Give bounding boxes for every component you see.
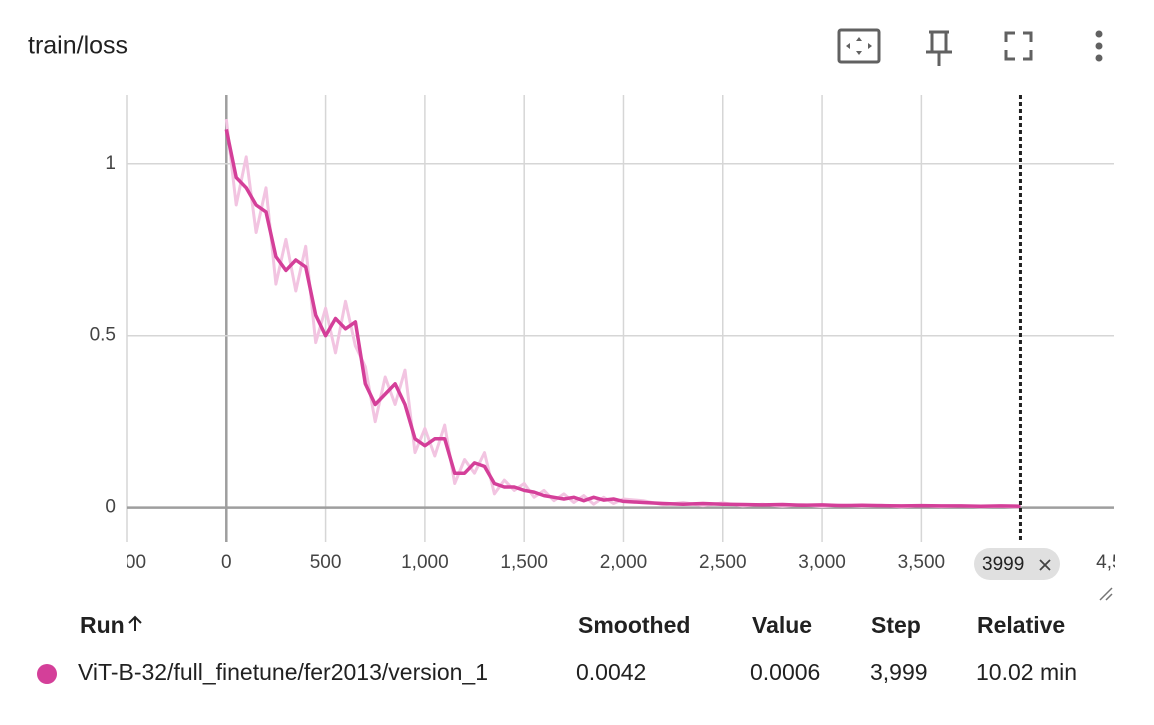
- x-tick-label: 4,500: [1096, 552, 1144, 573]
- x-tick-label: 500: [310, 552, 342, 573]
- chart-title: train/loss: [28, 32, 128, 60]
- cursor-chip[interactable]: 3999: [974, 548, 1060, 580]
- x-tick-label: 0: [221, 552, 232, 573]
- cell: 0.0006: [750, 659, 820, 685]
- plot: -500 0 500 1,000 1,500 2,000 2,500 3,000 3,500 4,…: [90, 95, 1144, 580]
- column-header[interactable]: Value: [752, 612, 812, 638]
- cell: 3,999: [870, 659, 928, 685]
- x-tick-label: 1,500: [500, 552, 548, 573]
- chip-background: [974, 548, 1060, 580]
- pin-button[interactable]: [926, 30, 952, 66]
- fit-domain-button[interactable]: [837, 28, 881, 64]
- column-header[interactable]: Smoothed: [578, 612, 690, 638]
- column-header[interactable]: Run: [80, 612, 125, 638]
- toolbar: [837, 28, 1103, 66]
- sort-arrow: [128, 615, 142, 631]
- fullscreen-button[interactable]: [1004, 31, 1033, 61]
- chip-close: [1039, 559, 1051, 571]
- column-header[interactable]: Relative: [977, 612, 1065, 638]
- x-tick-labels: -500 0 500 1,000 1,500 2,000 2,500 3,000 3,500 4,…: [108, 552, 1144, 573]
- x-tick-label: -500: [108, 552, 146, 573]
- y-tick-label: 1: [105, 153, 116, 174]
- run-name: ViT-B-32/full_finetune/fer2013/version_1: [78, 659, 488, 685]
- y-tick-label: 0: [105, 497, 116, 518]
- x-tick-label: 1,000: [401, 552, 449, 573]
- column-header[interactable]: Step: [871, 612, 921, 638]
- x-tick-label: 2,000: [600, 552, 648, 573]
- cell: 0.0042: [576, 659, 646, 685]
- x-tick-label: 3,000: [798, 552, 846, 573]
- resize-handle[interactable]: [1099, 587, 1113, 601]
- x-tick-label: 2,500: [699, 552, 747, 573]
- cell: 10.02 min: [976, 659, 1077, 685]
- more-button[interactable]: [1095, 30, 1103, 62]
- series-line: [224, 129, 1021, 508]
- run-color: [37, 664, 57, 684]
- x-tick-label: 3,500: [898, 552, 946, 573]
- cursor-step-label: 3999: [982, 554, 1024, 575]
- y-tick-label: 0.5: [90, 325, 116, 346]
- data-table: Run Smoothed Value Step Relative ViT-B-3…: [37, 587, 1113, 685]
